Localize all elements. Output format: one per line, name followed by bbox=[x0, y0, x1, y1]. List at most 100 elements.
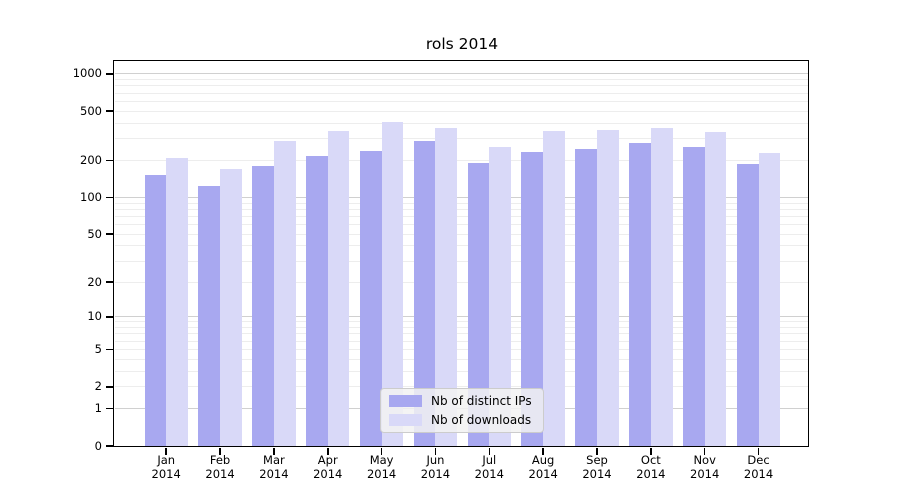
bar-nb-of-downloads-apr bbox=[327, 130, 350, 446]
gridline-minor bbox=[115, 370, 809, 372]
x-axis-tick-label: Sep 2014 bbox=[565, 453, 629, 481]
bar-nb-of-downloads-aug bbox=[543, 130, 565, 446]
y-axis-tick-label: 2 bbox=[94, 379, 102, 394]
gridline-minor bbox=[115, 245, 809, 247]
gridline-minor bbox=[115, 208, 809, 210]
bar-nb-of-distinct-ips-aug bbox=[521, 152, 544, 446]
y-axis-tick-label: 10 bbox=[87, 309, 102, 324]
y-tick-mark bbox=[106, 233, 113, 235]
bar-nb-of-distinct-ips-oct bbox=[629, 143, 651, 446]
bar-nb-of-distinct-ips-jul bbox=[467, 163, 490, 446]
x-tick-label-month: Oct bbox=[640, 453, 661, 467]
y-tick-mark bbox=[106, 281, 113, 283]
bar-nb-of-distinct-ips-feb bbox=[198, 186, 221, 446]
x-tick-label-year: 2014 bbox=[743, 466, 774, 481]
y-axis-tick-label: 1000 bbox=[72, 66, 102, 81]
legend-label: Nb of downloads bbox=[431, 412, 532, 427]
x-tick-mark bbox=[542, 448, 544, 455]
gridline-minor bbox=[115, 260, 809, 262]
y-tick-mark bbox=[106, 159, 113, 162]
x-tick-label-month: Sep bbox=[586, 453, 608, 467]
x-tick-mark bbox=[596, 448, 598, 455]
gridline-minor bbox=[115, 224, 809, 226]
gridline-minor bbox=[115, 110, 809, 112]
bar-nb-of-distinct-ips-may bbox=[359, 150, 382, 446]
x-axis-tick-label: Aug 2014 bbox=[511, 453, 575, 481]
y-axis-tick-label: 20 bbox=[87, 274, 102, 289]
x-tick-label-year: 2014 bbox=[474, 466, 504, 481]
gridline-minor bbox=[115, 233, 809, 235]
gridline-minor bbox=[115, 321, 809, 323]
gridline-minor bbox=[115, 340, 809, 342]
x-tick-mark bbox=[757, 448, 760, 455]
gridline-minor bbox=[115, 122, 809, 124]
x-tick-label-month: Aug bbox=[531, 453, 555, 467]
bar-nb-of-distinct-ips-nov bbox=[683, 146, 705, 446]
gridline-minor bbox=[115, 348, 809, 350]
x-tick-label-year: 2014 bbox=[151, 466, 181, 481]
x-tick-mark bbox=[650, 448, 652, 455]
bar-nb-of-downloads-may bbox=[381, 121, 404, 446]
gridline-minor bbox=[115, 386, 809, 388]
x-tick-label-month: Jul bbox=[482, 453, 497, 467]
bar-nb-of-downloads-oct bbox=[650, 127, 673, 446]
x-tick-label-month: Apr bbox=[317, 453, 338, 467]
y-axis-tick-label: 5 bbox=[94, 341, 102, 356]
x-tick-label-month: Feb bbox=[209, 453, 231, 467]
bar-nb-of-downloads-jun bbox=[435, 127, 458, 446]
y-tick-mark bbox=[106, 316, 113, 318]
x-tick-label-year: 2014 bbox=[366, 466, 397, 481]
legend-label: Nb of distinct IPs bbox=[431, 394, 532, 409]
bar-nb-of-downloads-sep bbox=[597, 130, 619, 446]
x-axis-tick-label: Jun 2014 bbox=[403, 453, 467, 481]
gridline-minor bbox=[115, 92, 809, 94]
bar-nb-of-distinct-ips-apr bbox=[306, 155, 328, 446]
x-tick-label-year: 2014 bbox=[636, 466, 666, 481]
legend-swatch bbox=[389, 395, 422, 408]
y-axis-tick-label: 200 bbox=[80, 152, 102, 167]
x-tick-label-year: 2014 bbox=[690, 466, 720, 481]
y-tick-mark bbox=[106, 445, 113, 447]
gridline-minor bbox=[115, 79, 809, 81]
gridline-minor bbox=[115, 327, 809, 329]
x-tick-label-month: Dec bbox=[747, 453, 770, 467]
y-tick-mark bbox=[106, 73, 113, 75]
y-axis-tick-label: 500 bbox=[80, 103, 102, 118]
x-tick-label-year: 2014 bbox=[420, 466, 451, 481]
gridline-major bbox=[115, 316, 809, 318]
x-tick-label-month: Jun bbox=[426, 453, 445, 467]
bar-nb-of-distinct-ips-jun bbox=[413, 140, 436, 446]
x-tick-label-year: 2014 bbox=[259, 466, 289, 481]
gridline-minor bbox=[115, 138, 809, 140]
gridline-minor bbox=[115, 333, 809, 335]
y-axis-tick-label: 50 bbox=[87, 226, 102, 241]
x-tick-label-year: 2014 bbox=[205, 466, 235, 481]
legend-item-nb-of-distinct-ips: Nb of distinct IPs bbox=[389, 394, 535, 408]
x-tick-label-year: 2014 bbox=[528, 466, 558, 481]
x-tick-mark bbox=[327, 448, 329, 455]
x-axis-tick-label: Nov 2014 bbox=[673, 453, 737, 481]
gridline-major bbox=[115, 196, 809, 198]
y-tick-mark bbox=[106, 196, 113, 199]
bar-nb-of-downloads-mar bbox=[273, 141, 296, 446]
bar-nb-of-downloads-nov bbox=[704, 131, 727, 446]
gridline-minor bbox=[115, 100, 809, 102]
bar-nb-of-downloads-dec bbox=[758, 152, 781, 446]
x-axis-tick-label: Apr 2014 bbox=[296, 453, 360, 481]
x-axis-tick-label: Mar 2014 bbox=[242, 453, 306, 481]
x-axis-tick-label: Jan 2014 bbox=[134, 453, 198, 481]
chart-title: rols 2014 bbox=[425, 35, 499, 53]
legend: Nb of distinct IPs Nb of downloads bbox=[380, 388, 544, 433]
x-tick-label-month: May bbox=[369, 453, 394, 467]
gridline-minor bbox=[115, 358, 809, 360]
x-tick-label-year: 2014 bbox=[313, 466, 343, 481]
gridline-minor bbox=[115, 159, 809, 161]
bar-nb-of-downloads-jan bbox=[166, 157, 188, 446]
x-tick-mark bbox=[434, 448, 437, 455]
x-tick-label-month: Nov bbox=[693, 453, 716, 467]
legend-swatch bbox=[389, 413, 422, 426]
legend-item-nb-of-downloads: Nb of downloads bbox=[389, 413, 535, 427]
gridline-minor bbox=[115, 281, 809, 283]
x-tick-label-month: Mar bbox=[263, 453, 285, 467]
gridline-minor bbox=[115, 85, 809, 87]
